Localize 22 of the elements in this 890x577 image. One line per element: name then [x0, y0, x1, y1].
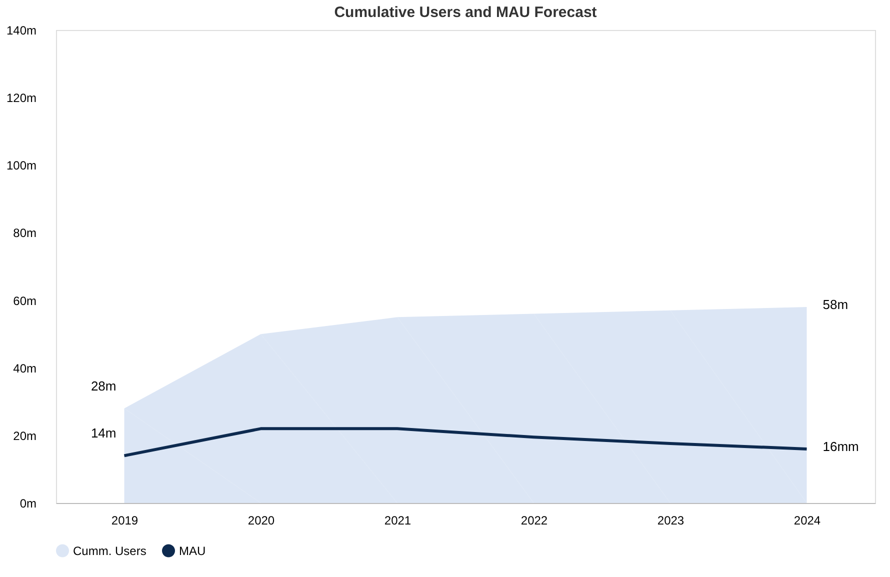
- data-label: 58m: [822, 297, 848, 312]
- y-tick-label: 60m: [13, 294, 37, 308]
- data-label: 16mm: [822, 438, 859, 454]
- x-tick-label: 2023: [657, 514, 684, 528]
- x-tick-label: 2022: [520, 514, 548, 528]
- y-tick-label: 120m: [6, 91, 36, 106]
- y-tick-label: 40m: [13, 361, 37, 376]
- y-tick-label: 80m: [13, 226, 37, 240]
- line-series: [122, 427, 808, 458]
- y-tick-label: 0m: [20, 496, 36, 510]
- x-tick-label: 2021: [384, 514, 412, 528]
- chart-title: Cumulative Users and MAU Forecast: [334, 4, 597, 21]
- data-label: 28m: [90, 378, 116, 394]
- y-tick-label: 140m: [6, 24, 36, 38]
- legend-label: Cumm. Users: [73, 544, 146, 558]
- y-tick-label: 20m: [13, 428, 37, 443]
- data-label: 14m: [90, 426, 116, 441]
- x-tick-label: 2019: [111, 514, 138, 528]
- legend-label: MAU: [179, 544, 206, 558]
- x-tick-label: 2024: [794, 514, 821, 528]
- x-tick-label: 2020: [248, 514, 275, 528]
- y-tick-label: 100m: [6, 158, 36, 173]
